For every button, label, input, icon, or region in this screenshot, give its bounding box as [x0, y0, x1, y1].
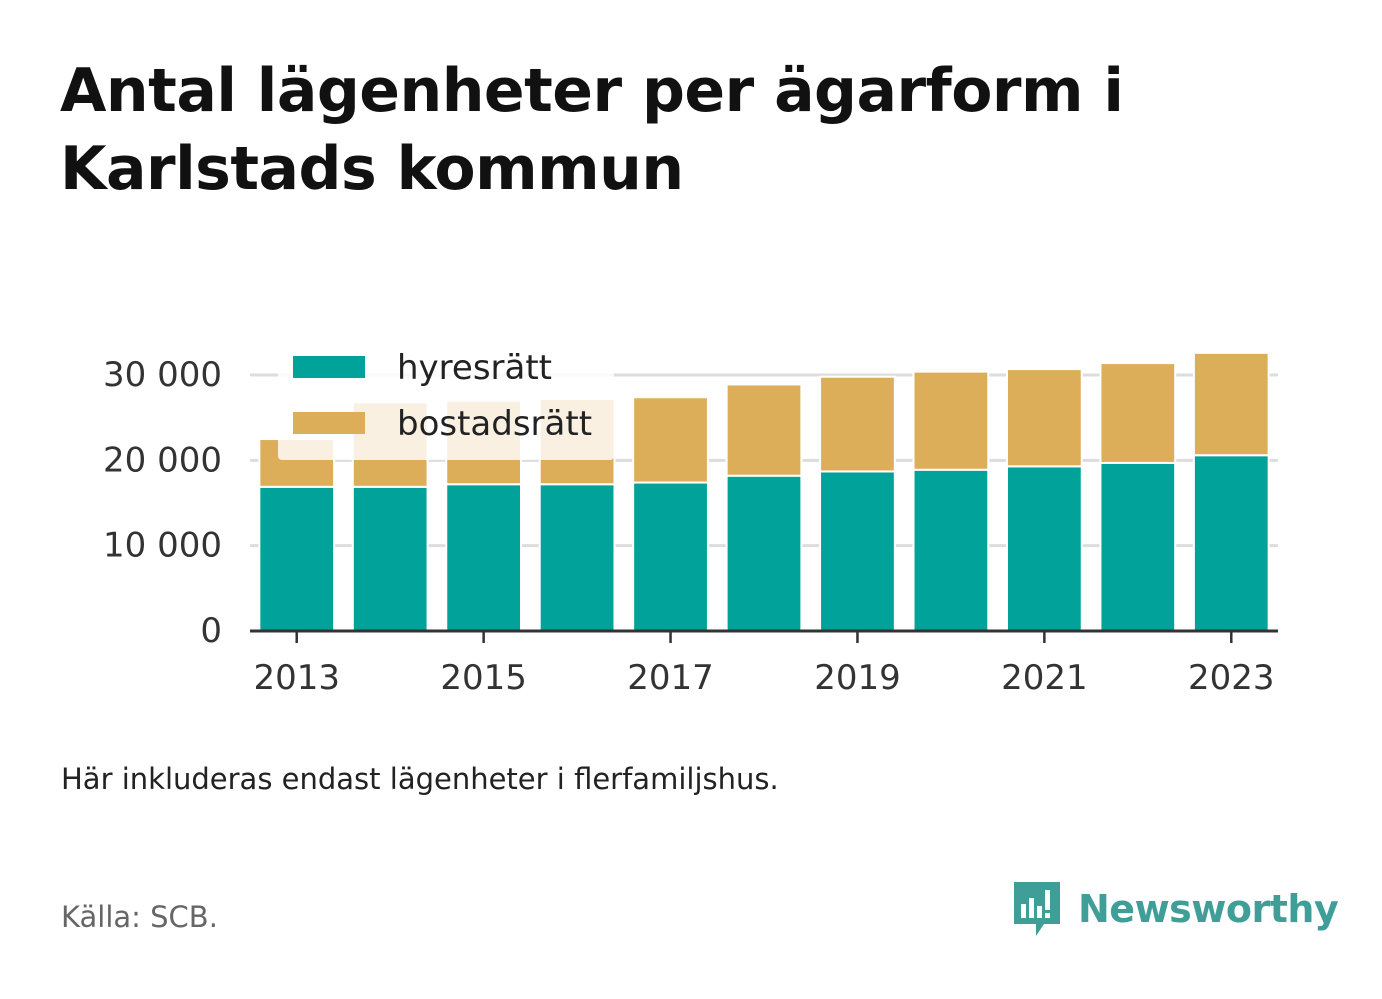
- newsworthy-logo-icon: [1014, 882, 1060, 936]
- bars: [258, 351, 1270, 633]
- x-tick-label: 2021: [1001, 658, 1088, 698]
- y-tick-label: 30 000: [103, 355, 222, 395]
- legend-label: bostadsrätt: [397, 404, 592, 444]
- bar-segment-bostadsratt: [1192, 351, 1270, 457]
- legend-label: hyresrätt: [397, 348, 552, 388]
- bar-segment-bostadsratt: [1099, 362, 1177, 464]
- bar-segment-hyresratt: [819, 470, 896, 633]
- bar-segment-hyresratt: [1099, 461, 1177, 632]
- brand-name: Newsworthy: [1078, 887, 1339, 931]
- bar-segment-bostadsratt: [632, 396, 709, 484]
- bar-segment-hyresratt: [538, 483, 616, 632]
- chart-title-line-1: Antal lägenheter per ägarform i: [60, 56, 1124, 126]
- bar-segment-hyresratt: [1005, 465, 1083, 632]
- legend: hyresrätt bostadsrätt: [278, 341, 614, 460]
- x-tick-label: 2015: [440, 658, 527, 698]
- source-text: Källa: SCB.: [61, 900, 218, 934]
- x-tick-label: 2013: [253, 658, 340, 698]
- x-tick-label: 2023: [1188, 658, 1275, 698]
- chart-note: Här inkluderas endast lägenheter i flerf…: [61, 762, 779, 796]
- y-tick-label: 20 000: [103, 440, 222, 480]
- bar-segment-bostadsratt: [912, 370, 990, 471]
- bar-segment-hyresratt: [912, 468, 990, 633]
- bar-segment-hyresratt: [1192, 454, 1270, 632]
- legend-swatch: [293, 412, 365, 434]
- axes: 0 10 000 20 000 30 000 2013 2015 2017 2019 2021 2…: [103, 355, 1278, 698]
- bar-segment-hyresratt: [351, 485, 429, 632]
- y-tick-label: 0: [200, 611, 222, 651]
- chart-title: Antal lägenheter per ägarform i Karlstad…: [60, 52, 1320, 208]
- x-tick-label: 2019: [814, 658, 901, 698]
- bar-segment-hyresratt: [632, 481, 709, 632]
- bar-segment-hyresratt: [258, 485, 336, 632]
- legend-swatch: [293, 356, 365, 378]
- bar-segment-hyresratt: [725, 474, 803, 633]
- bar-segment-bostadsratt: [725, 383, 803, 477]
- bar-segment-bostadsratt: [1005, 368, 1083, 468]
- bar-segment-hyresratt: [445, 483, 523, 632]
- brand-logo: Newsworthy: [1010, 878, 1339, 940]
- chart-title-line-2: Karlstads kommun: [60, 134, 684, 204]
- x-tick-label: 2017: [627, 658, 714, 698]
- bar-segment-bostadsratt: [819, 375, 896, 473]
- y-tick-label: 10 000: [103, 526, 222, 566]
